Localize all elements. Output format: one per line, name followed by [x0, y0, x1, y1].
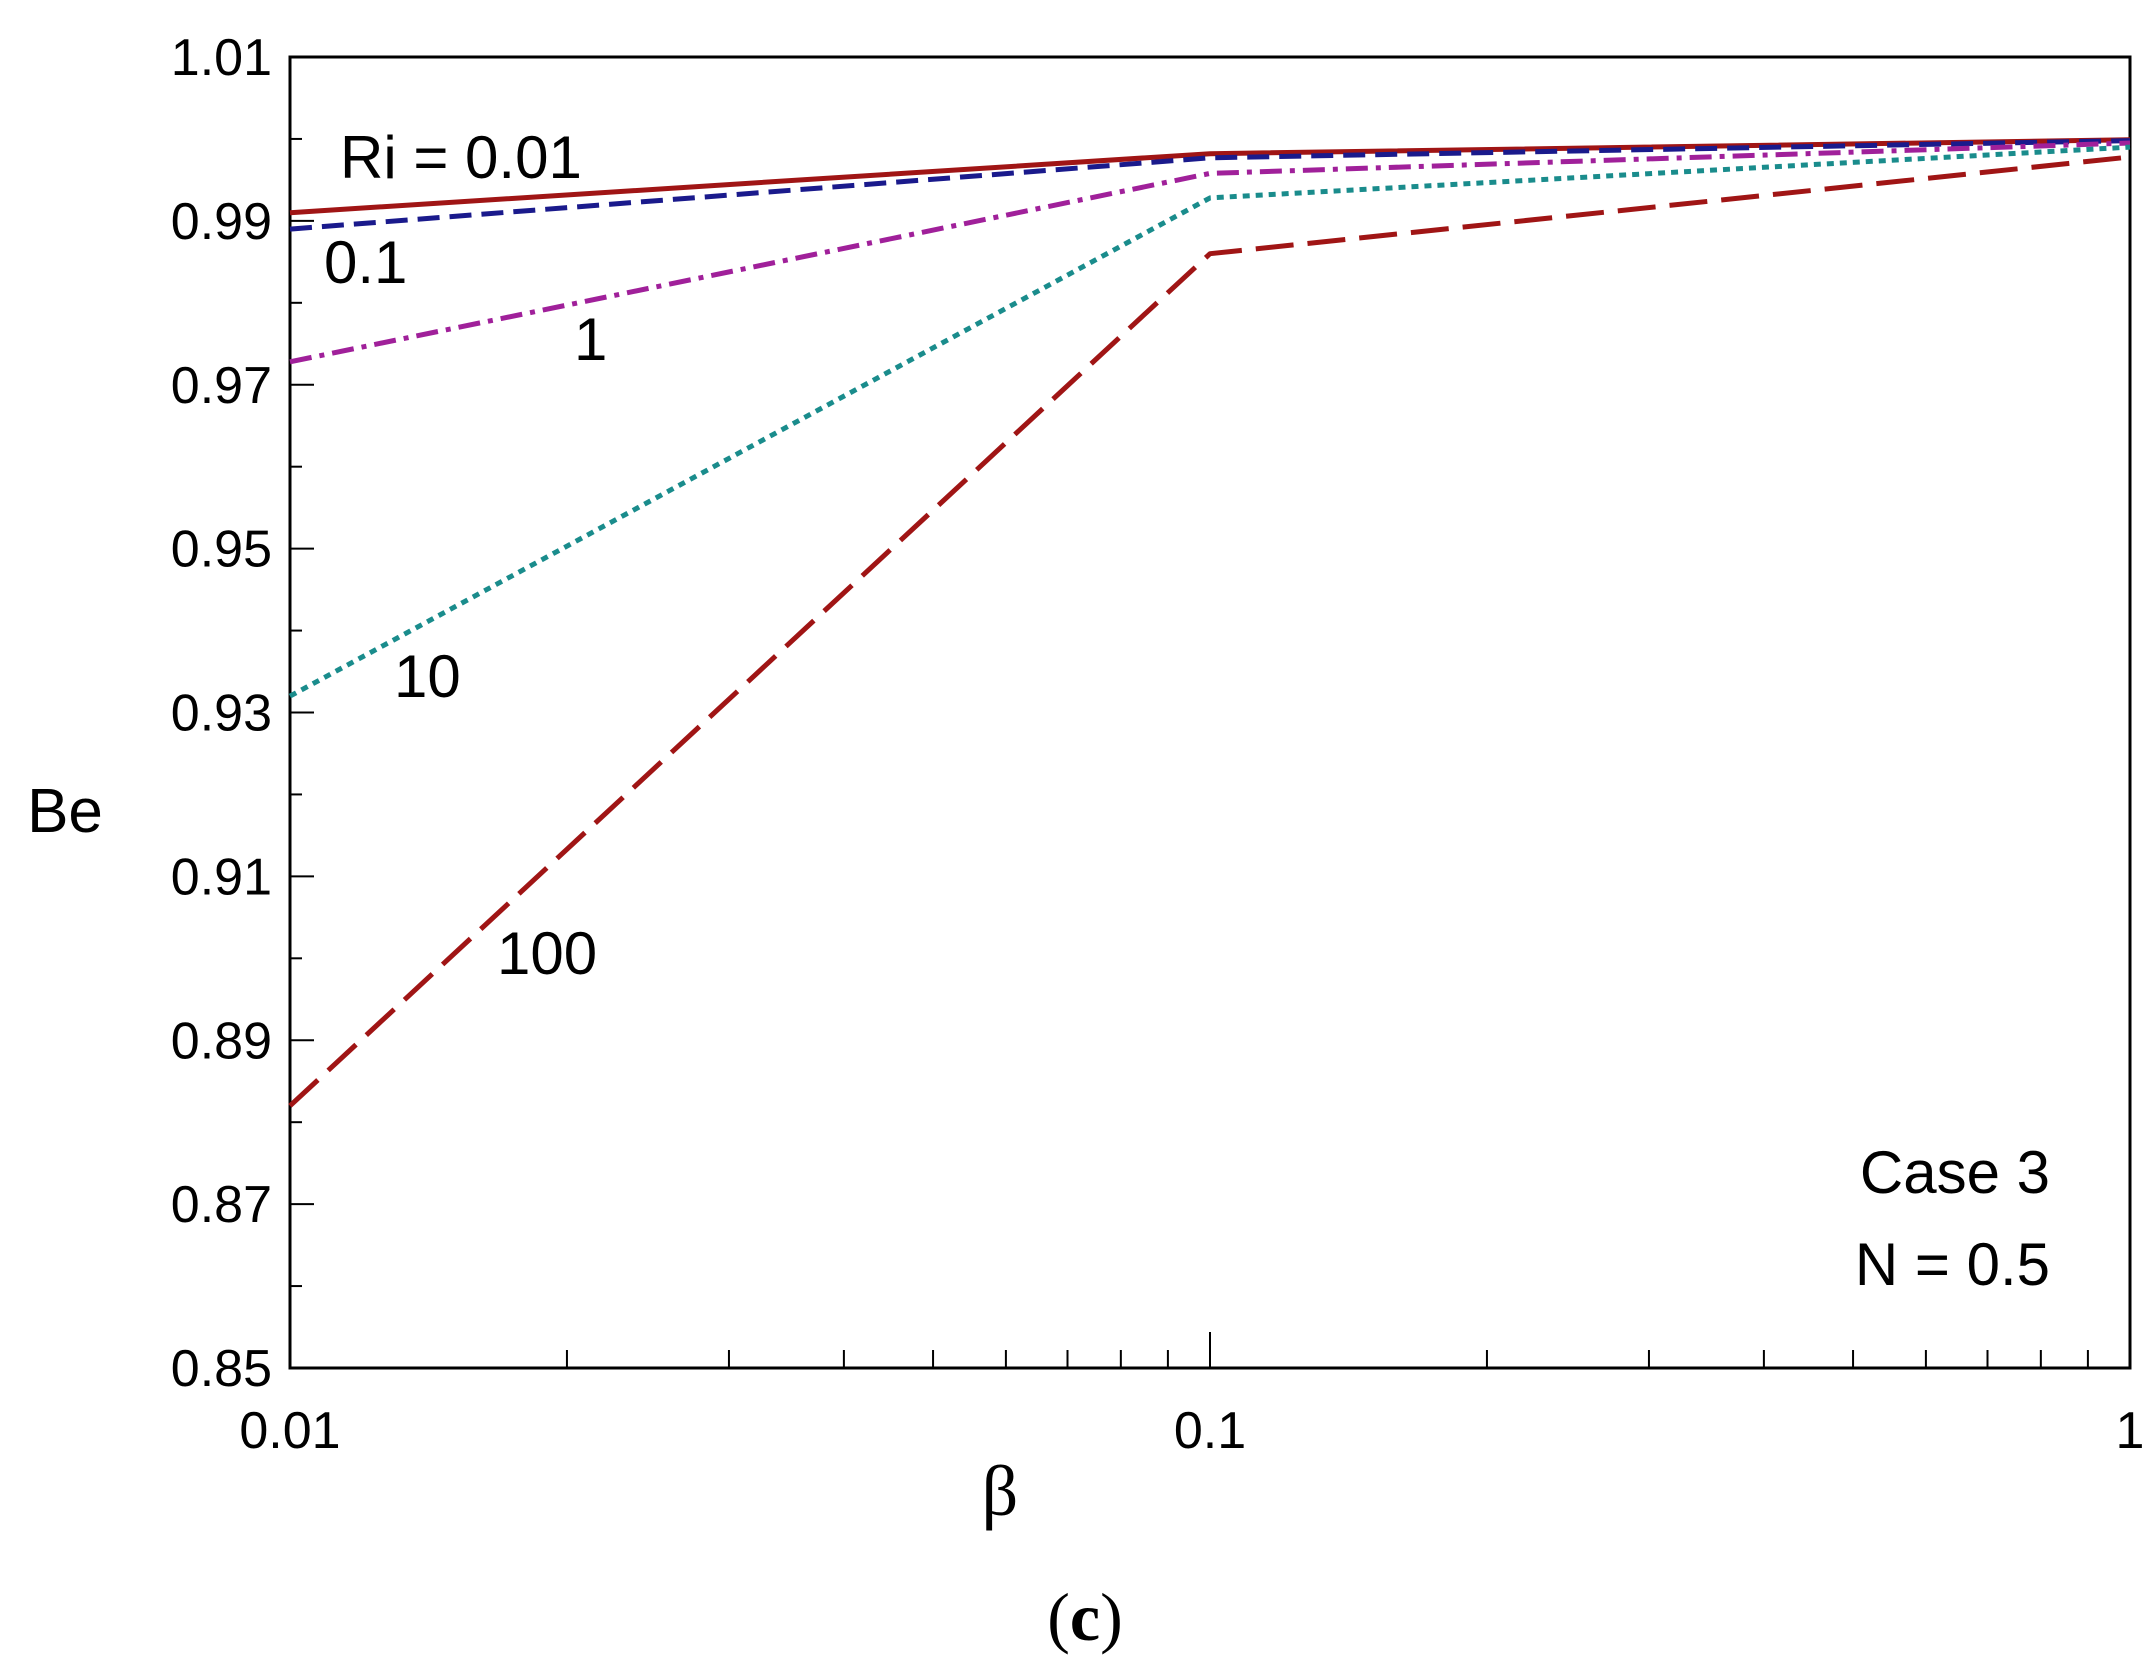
- y-tick-label: 0.85: [171, 1340, 272, 1398]
- x-tick-label: 0.01: [239, 1402, 340, 1460]
- series-line-ri-100: [288, 154, 2131, 1108]
- series-label-ri-1: 1: [574, 306, 607, 373]
- y-tick-label: 0.89: [171, 1012, 272, 1070]
- y-tick-label: 0.99: [171, 193, 272, 251]
- x-tick-label: 1: [2116, 1402, 2145, 1460]
- series-line-ri-10: [288, 144, 2131, 699]
- caption-open: (: [1047, 1579, 1070, 1655]
- series-label-ri-0.01: Ri = 0.01: [340, 124, 582, 191]
- y-tick-label: 1.01: [171, 29, 272, 87]
- series-line-ri-1: [289, 140, 2131, 365]
- caption-letter: c: [1070, 1579, 1100, 1655]
- series-label-ri-0.1: 0.1: [324, 229, 407, 296]
- ticks: [289, 56, 2131, 1369]
- n-annotation: N = 0.5: [1855, 1231, 2050, 1298]
- y-tick-label: 0.91: [171, 848, 272, 906]
- x-tick-label: 0.1: [1174, 1402, 1246, 1460]
- y-axis-title: Be: [27, 777, 103, 846]
- y-tick-label: 0.93: [171, 685, 272, 743]
- tick-labels: 0.85 0.87 0.89 0.91 0.93 0.95 0.97 0.99 1.01 0.01…: [171, 29, 2145, 1460]
- y-tick-label: 0.97: [171, 357, 272, 415]
- series-label-ri-100: 100: [497, 920, 597, 987]
- series-line-ri-0.1: [289, 138, 2131, 232]
- y-tick-label: 0.87: [171, 1176, 272, 1234]
- case-annotation: Case 3: [1860, 1139, 2050, 1206]
- caption-close: ): [1100, 1579, 1123, 1655]
- series: [288, 137, 2131, 1108]
- figure-caption: (c): [1047, 1579, 1123, 1655]
- x-axis-title: β: [982, 1451, 1019, 1531]
- y-tick-label: 0.95: [171, 521, 272, 579]
- series-label-ri-10: 10: [394, 643, 461, 710]
